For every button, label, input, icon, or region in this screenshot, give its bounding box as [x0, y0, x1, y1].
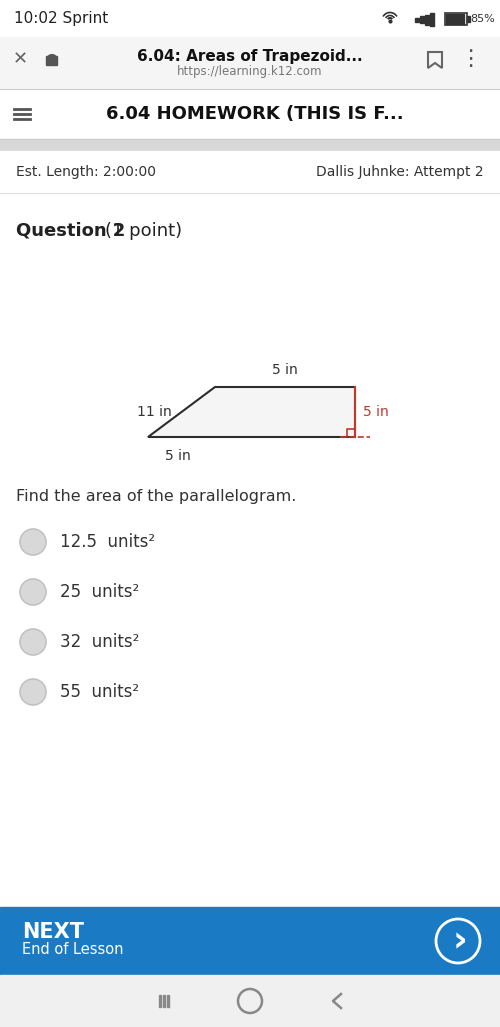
Bar	[0, 89, 500, 139]
Text: Est. Length: 2:00:00: Est. Length: 2:00:00	[16, 165, 156, 179]
Bar	[0, 151, 500, 193]
Bar	[0, 975, 500, 1027]
Bar	[0, 0, 500, 37]
Text: 5 in: 5 in	[363, 405, 389, 419]
Text: 55  units²: 55 units²	[60, 683, 139, 701]
Text: 11 in: 11 in	[137, 405, 172, 419]
Bar	[0, 907, 500, 975]
FancyBboxPatch shape	[46, 56, 58, 66]
Text: 5 in: 5 in	[165, 449, 191, 463]
Text: ⋮: ⋮	[459, 49, 481, 69]
Text: 5 in: 5 in	[272, 363, 298, 377]
Polygon shape	[148, 387, 355, 438]
Text: 25  units²: 25 units²	[60, 583, 139, 601]
Bar	[420, 16, 424, 23]
Circle shape	[20, 529, 46, 555]
Bar	[445, 12, 467, 25]
Bar	[430, 13, 434, 26]
Text: End of Lesson: End of Lesson	[22, 943, 124, 957]
Circle shape	[20, 629, 46, 655]
Text: 6.04: Areas of Trapezoid...: 6.04: Areas of Trapezoid...	[137, 48, 363, 64]
Bar	[0, 193, 500, 907]
Bar	[415, 17, 418, 22]
Bar	[167, 995, 169, 1007]
Text: 10:02 Sprint: 10:02 Sprint	[14, 11, 108, 26]
Bar	[446, 13, 464, 24]
Text: NEXT: NEXT	[22, 922, 84, 942]
Text: (1 point): (1 point)	[105, 222, 182, 240]
Text: ✕: ✕	[12, 50, 28, 68]
Bar	[163, 995, 165, 1007]
Text: 6.04 HOMEWORK (THIS IS F...: 6.04 HOMEWORK (THIS IS F...	[106, 105, 404, 123]
Text: 85%: 85%	[470, 13, 495, 24]
Text: Dallis Juhnke: Attempt 2: Dallis Juhnke: Attempt 2	[316, 165, 484, 179]
Bar	[159, 995, 161, 1007]
Bar	[425, 14, 428, 25]
Text: 32  units²: 32 units²	[60, 633, 140, 651]
Bar	[0, 139, 500, 151]
Text: Find the area of the parallelogram.: Find the area of the parallelogram.	[16, 490, 296, 504]
Circle shape	[20, 579, 46, 605]
Text: Question 2: Question 2	[16, 222, 132, 240]
Text: ›: ›	[452, 924, 468, 958]
Text: https://learning.k12.com: https://learning.k12.com	[177, 65, 323, 77]
Circle shape	[20, 679, 46, 705]
Text: 12.5  units²: 12.5 units²	[60, 533, 155, 551]
Bar	[0, 37, 500, 89]
Bar	[467, 15, 469, 22]
